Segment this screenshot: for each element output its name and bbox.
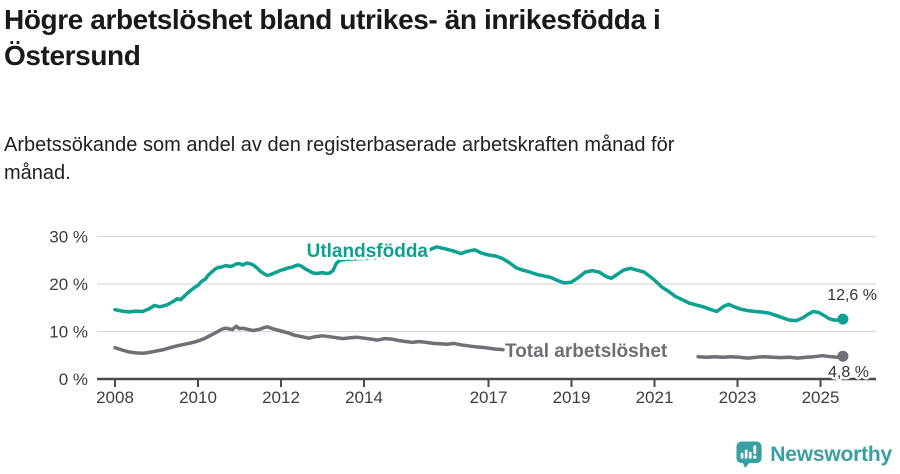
logo-bubble xyxy=(736,441,762,464)
y-tick-label-20: 20 % xyxy=(49,275,88,294)
y-tick-label-30: 30 % xyxy=(49,228,88,247)
series-line-1-segment-0 xyxy=(113,324,505,356)
newsworthy-wordmark: Newsworthy xyxy=(770,443,892,466)
x-tick-label-2021: 2021 xyxy=(636,388,674,407)
chart-subtitle-line-1: Arbetssökande som andel av den registerb… xyxy=(4,134,675,156)
x-tick-label-2025: 2025 xyxy=(802,388,840,407)
y-tick-label-10: 10 % xyxy=(49,323,88,342)
page-title: Högre arbetslöshet bland utrikes- än inr… xyxy=(4,2,896,74)
x-tick-label-2010: 2010 xyxy=(179,388,217,407)
page-title-line-2: Östersund xyxy=(4,39,141,71)
series-label-0: Utlandsfödda xyxy=(307,241,429,262)
x-tick-label-2008: 2008 xyxy=(96,388,134,407)
x-tick-label-2012: 2012 xyxy=(262,388,300,407)
chart-subtitle: Arbetssökande som andel av den registerb… xyxy=(4,131,824,188)
series-line-0-segment-0 xyxy=(113,245,845,323)
end-value-label-1: 4,8 % xyxy=(828,364,869,381)
series-line-1-segment-1 xyxy=(696,353,845,360)
logo-exclamation-bar xyxy=(753,445,757,454)
x-tick-label-2023: 2023 xyxy=(719,388,757,407)
logo-bar-1 xyxy=(740,452,744,459)
page-title-line-1: Högre arbetslöshet bland utrikes- än inr… xyxy=(4,4,661,35)
x-tick-label-2019: 2019 xyxy=(553,388,591,407)
end-value-label-0: 12,6 % xyxy=(827,287,877,304)
series-end-dot-0 xyxy=(837,313,849,325)
series-end-dot-1 xyxy=(837,350,849,362)
line-chart: 2008 2010 2012 2014 2017 2019 2021 2023 2025 0 % 1… xyxy=(49,228,879,408)
logo-bubble-tail xyxy=(742,461,751,469)
chart-subtitle-line-2: månad. xyxy=(4,162,71,185)
series-label-1: Total arbetslöshet xyxy=(505,341,668,362)
y-tick-label-0: 0 % xyxy=(59,370,88,389)
x-tick-label-2017: 2017 xyxy=(470,388,508,407)
x-tick-label-2014: 2014 xyxy=(345,388,383,407)
logo-exclamation-dot xyxy=(753,455,757,459)
newsworthy-logo: Newsworthy xyxy=(736,441,892,469)
logo-bar-3 xyxy=(749,451,752,459)
logo-bar-2 xyxy=(745,449,748,459)
newsworthy-logo-icon xyxy=(736,441,762,469)
